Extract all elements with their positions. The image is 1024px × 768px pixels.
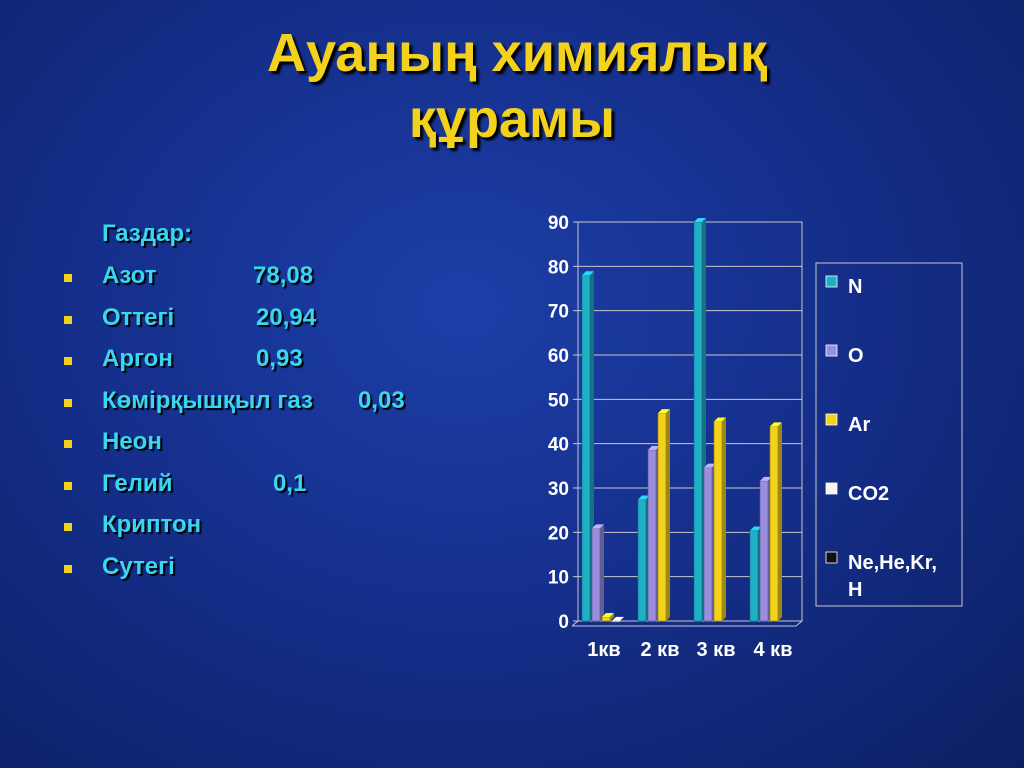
- legend-label: N: [848, 276, 862, 298]
- gas-value: 78,08: [253, 262, 314, 289]
- x-tick-label: 1кв: [587, 639, 620, 661]
- y-tick-label: 20: [548, 523, 569, 544]
- legend-label: Ne,He,Kr,: [848, 552, 937, 574]
- bar-face: [581, 274, 591, 622]
- y-tick-label: 10: [548, 568, 569, 589]
- bar-side: [722, 417, 726, 621]
- slide-title: Ауаның химиялық құрамы: [0, 20, 1024, 152]
- legend-swatch: [825, 482, 838, 495]
- bar-face: [611, 620, 621, 623]
- bar-face: [591, 528, 601, 622]
- legend-swatch: [825, 275, 838, 288]
- plot-floor-edge: [795, 620, 803, 627]
- bar-top: [612, 616, 624, 621]
- title-line-1: Ауаның химиялық: [266, 23, 768, 83]
- gas-value: 20,94: [256, 304, 317, 331]
- y-tick-label: 0: [558, 612, 569, 633]
- bar-side: [778, 422, 782, 621]
- bar-face: [703, 467, 713, 622]
- legend-swatch: [825, 413, 838, 426]
- legend-label: H: [848, 579, 862, 601]
- bar: [713, 417, 726, 622]
- bar-face: [647, 449, 657, 622]
- bar-face: [693, 221, 703, 622]
- bar: [769, 422, 782, 622]
- bar-face: [713, 421, 723, 622]
- gas-name: Оттегі: [102, 304, 175, 331]
- bullet-icon: [64, 316, 72, 324]
- bullet-icon: [64, 274, 72, 282]
- gas-name: Көмірқышқыл газ: [102, 387, 313, 414]
- bar-face: [601, 616, 611, 622]
- gas-name: Гелий: [102, 470, 173, 497]
- bar: [601, 613, 614, 622]
- bar-face: [769, 426, 779, 622]
- x-tick-label: 3 кв: [697, 639, 736, 661]
- bar-side: [610, 613, 614, 621]
- bullet-icon: [64, 440, 72, 448]
- gas-name: Сутегі: [102, 553, 175, 580]
- bullet-icon: [64, 565, 72, 573]
- legend-box: [815, 262, 963, 607]
- gas-value: 0,93: [256, 345, 303, 372]
- gas-value: 0,1: [273, 470, 307, 497]
- y-tick-label: 40: [548, 435, 569, 456]
- gas-name: Азот: [102, 262, 157, 289]
- legend-label: O: [848, 345, 864, 367]
- plot-floor-edge: [571, 620, 579, 627]
- bar-face: [637, 499, 647, 622]
- gas-name: Неон: [102, 428, 162, 455]
- bullet-icon: [64, 399, 72, 407]
- legend-swatch: [825, 344, 838, 357]
- bar-face: [749, 530, 759, 622]
- y-tick-label: 30: [548, 479, 569, 500]
- y-tick-label: 90: [548, 213, 569, 234]
- bar-side: [666, 409, 670, 621]
- legend-label: Ar: [848, 414, 870, 436]
- legend-label: CO2: [848, 483, 889, 505]
- gas-value: 0,03: [358, 387, 405, 414]
- y-tick-label: 80: [548, 257, 569, 278]
- gas-list-header: Газдар:: [102, 220, 193, 247]
- bar: [657, 409, 670, 622]
- bar-face: [657, 412, 667, 622]
- legend-swatch: [825, 551, 838, 564]
- bullet-icon: [64, 357, 72, 365]
- bullet-icon: [64, 482, 72, 490]
- x-tick-label: 4 кв: [754, 639, 793, 661]
- x-tick-label: 2 кв: [641, 639, 680, 661]
- bar-face: [759, 480, 769, 622]
- y-tick-label: 70: [548, 302, 569, 323]
- title-line-2: құрамы: [408, 89, 616, 149]
- gas-name: Аргон: [102, 345, 173, 372]
- y-tick-label: 60: [548, 346, 569, 367]
- y-tick-label: 50: [548, 390, 569, 411]
- bar-side: [620, 616, 624, 621]
- bar: [611, 616, 624, 623]
- bullet-icon: [64, 523, 72, 531]
- gas-name: Криптон: [102, 511, 202, 538]
- bar-side: [600, 524, 604, 621]
- bar: [591, 524, 604, 622]
